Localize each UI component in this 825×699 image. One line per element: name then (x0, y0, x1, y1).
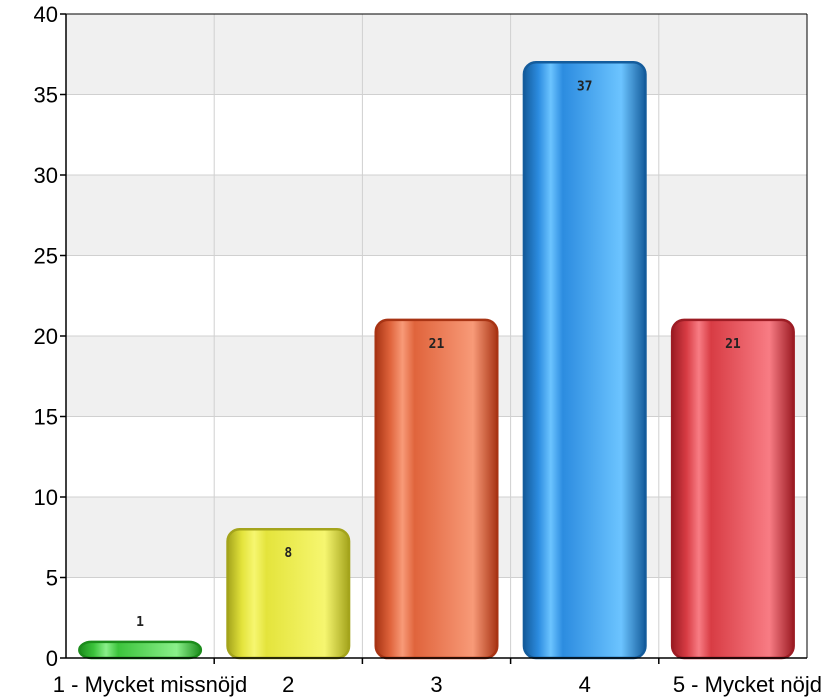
x-tick-label: 4 (579, 672, 591, 697)
y-tick-label: 35 (34, 83, 58, 108)
data-label-2: 8 (284, 546, 292, 561)
y-tick-label: 30 (34, 163, 58, 188)
y-tick-label: 5 (46, 566, 58, 591)
data-label-3: 21 (429, 337, 445, 352)
y-tick-label: 0 (46, 646, 58, 671)
y-tick-label: 40 (34, 2, 58, 27)
bar-1 (78, 640, 203, 660)
x-tick-label: 5 - Mycket nöjd (673, 672, 822, 697)
data-label-4: 37 (577, 79, 593, 94)
bars (78, 61, 795, 660)
background-band (66, 14, 807, 95)
y-tick-label: 25 (34, 244, 58, 269)
bar-5 (670, 318, 795, 660)
y-tick-label: 10 (34, 485, 58, 510)
y-tick-label: 15 (34, 405, 58, 430)
y-tick-label: 20 (34, 324, 58, 349)
background-band (66, 175, 807, 256)
bar-3 (374, 318, 499, 660)
x-tick-label: 1 - Mycket missnöjd (53, 672, 247, 697)
axes (60, 13, 808, 664)
bar-4 (522, 61, 647, 660)
data-labels: 1 8 21 37 21 (136, 79, 741, 630)
data-label-1: 1 (136, 615, 144, 630)
x-tick-label: 2 (282, 672, 294, 697)
x-tick-label: 3 (430, 672, 442, 697)
data-label-5: 21 (725, 337, 741, 352)
x-tick-labels: 1 - Mycket missnöjd 2 3 4 5 - Mycket nöjd (53, 672, 822, 697)
y-tick-labels: 0 5 10 15 20 25 30 35 40 (34, 2, 58, 671)
